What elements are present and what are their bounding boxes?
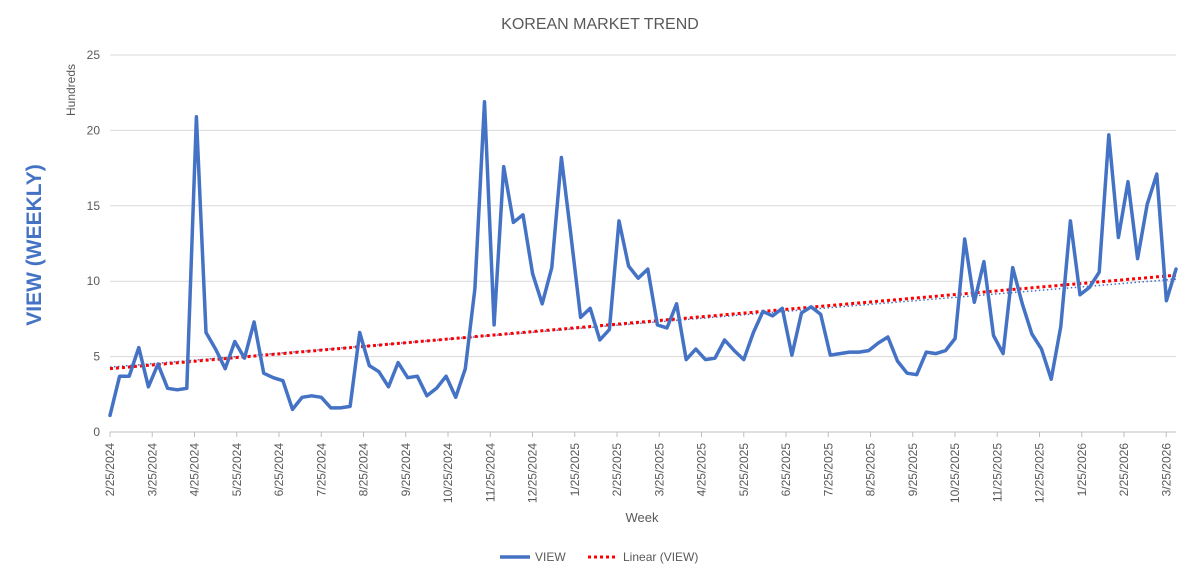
y-tick-label: 0 [93, 425, 100, 439]
x-tick-label: 8/25/2025 [864, 443, 878, 497]
x-tick-label: 1/25/2025 [568, 443, 582, 497]
x-tick-label: 11/25/2025 [990, 443, 1004, 502]
x-tick-label: 6/25/2025 [779, 443, 793, 497]
chart-title: KOREAN MARKET TREND [501, 16, 699, 33]
x-tick-label: 9/25/2024 [399, 443, 413, 497]
x-tick-label: 10/25/2024 [441, 443, 455, 503]
legend-label-linear-view: Linear (VIEW) [623, 550, 698, 564]
y-tick-label: 25 [87, 48, 101, 62]
x-tick-label: 7/25/2024 [314, 443, 328, 497]
y-axis-title: VIEW (WEEKLY) [23, 164, 46, 325]
series-line-view [108, 99, 1178, 418]
x-tick-label: 2/25/2026 [1117, 443, 1131, 497]
y-tick-label: 20 [87, 123, 101, 137]
y-tick-label: 5 [93, 350, 100, 364]
x-tick-label: 8/25/2024 [357, 443, 371, 497]
x-tick-label: 12/25/2025 [1033, 443, 1047, 503]
series-line-linear-view [109, 273, 1177, 371]
x-tick-label: 5/25/2024 [230, 443, 244, 497]
x-tick-label: 9/25/2025 [906, 443, 920, 497]
legend: VIEW Linear (VIEW) [500, 550, 698, 564]
x-tick-label: 6/25/2024 [272, 443, 286, 497]
x-axis-ticks: 2/25/2024 3/25/2024 4/25/2024 5/25/2024 6/25… [103, 432, 1173, 503]
x-axis-title: Week [626, 510, 659, 525]
x-tick-label: 4/25/2025 [695, 443, 709, 497]
y-tick-label: 10 [87, 274, 101, 288]
x-tick-label: 3/25/2024 [145, 443, 159, 497]
x-tick-label: 5/25/2025 [737, 443, 751, 497]
y-tick-label: 15 [87, 199, 101, 213]
x-tick-label: 1/25/2026 [1075, 443, 1089, 497]
x-tick-label: 2/25/2024 [103, 443, 117, 497]
x-tick-label: 12/25/2024 [526, 443, 540, 503]
x-tick-label: 10/25/2025 [948, 443, 962, 503]
y-axis-ticks: 0 5 10 15 20 25 [87, 48, 101, 439]
gridlines [110, 54, 1176, 433]
x-tick-label: 3/25/2026 [1159, 443, 1173, 497]
x-tick-label: 11/25/2024 [483, 443, 497, 502]
x-tick-label: 2/25/2025 [610, 443, 624, 497]
x-tick-label: 7/25/2025 [821, 443, 835, 497]
x-tick-label: 3/25/2025 [652, 443, 666, 497]
legend-label-view: VIEW [535, 550, 566, 564]
series-group [108, 99, 1178, 418]
x-tick-label: 4/25/2024 [188, 443, 202, 497]
y-axis-unit-label: Hundreds [64, 64, 78, 116]
